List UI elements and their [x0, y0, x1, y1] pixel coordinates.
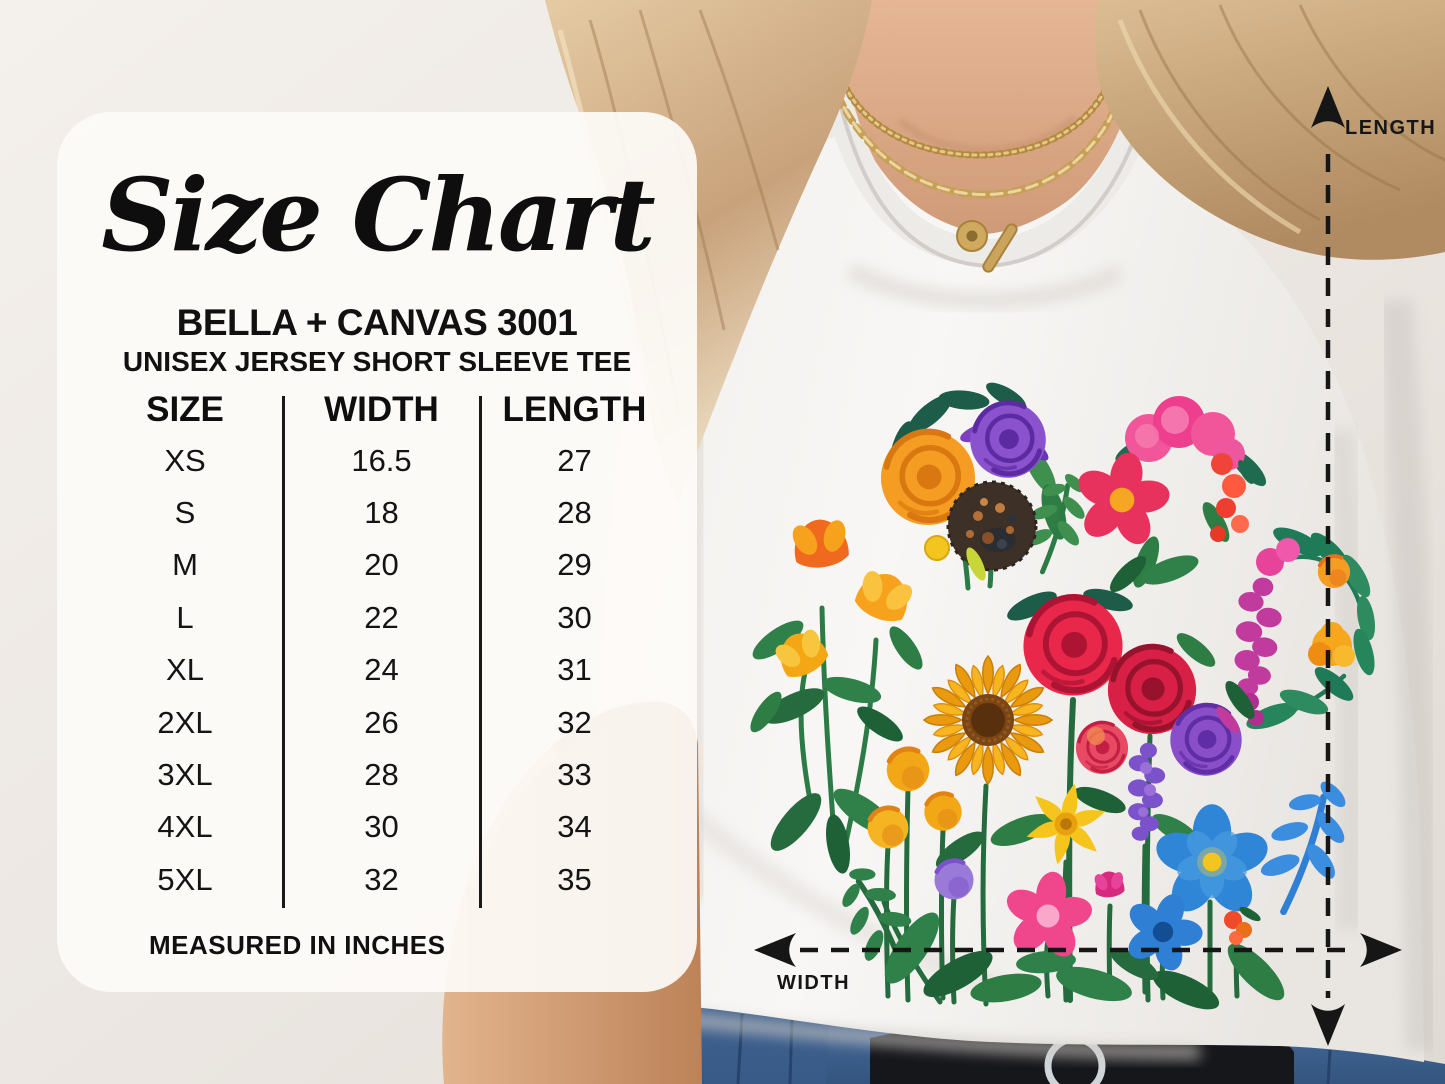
- size-cell: 2XL: [157, 704, 213, 740]
- product-name: UNISEX JERSEY SHORT SLEEVE TEE: [122, 346, 632, 377]
- width-cell: 30: [364, 809, 399, 845]
- toggle-clasp-pendant: [982, 223, 1018, 273]
- width-cell: 18: [364, 494, 399, 530]
- size-cell: 5XL: [157, 861, 213, 897]
- size-cell: XL: [166, 652, 204, 688]
- arrow-right-icon: [1360, 933, 1402, 967]
- column-divider: [282, 396, 285, 908]
- size-cell: 4XL: [157, 809, 213, 845]
- size-chart-card: Size Chart BELLA + CANVAS 3001 UNISEX JE…: [57, 112, 697, 992]
- measurement-unit-note: MEASURED IN INCHES: [149, 930, 446, 960]
- length-cell: 34: [557, 809, 592, 845]
- column-divider: [479, 396, 482, 908]
- arrow-down-icon: [1311, 1004, 1345, 1046]
- size-table: SIZE WIDTH LENGTH XS 16.5 27 S 18 28 M 2…: [57, 382, 697, 912]
- length-cell: 31: [557, 652, 592, 688]
- arrow-left-icon: [754, 933, 796, 967]
- paw-toe-left-orange-flowers: [745, 515, 929, 876]
- size-cell: S: [174, 494, 196, 530]
- paw-toe-topleft-rose-cluster: [881, 377, 1099, 591]
- length-cell: 28: [557, 494, 592, 530]
- column-header-width: WIDTH: [324, 390, 439, 429]
- pink-sweet-pea-arc: [1125, 396, 1245, 470]
- width-cell: 20: [364, 547, 399, 583]
- length-cell: 33: [557, 756, 592, 792]
- floral-paw-print-design: [745, 377, 1379, 1018]
- width-cell: 22: [364, 599, 399, 635]
- width-cell: 24: [364, 652, 399, 688]
- orange-floret: [1224, 904, 1263, 945]
- column-header-size: SIZE: [146, 390, 224, 429]
- width-cell: 32: [364, 861, 399, 897]
- size-cell: L: [176, 599, 194, 635]
- coral-spray: [1210, 453, 1258, 542]
- width-cell: 28: [364, 756, 399, 792]
- arrow-up-icon: [1311, 86, 1345, 128]
- paw-main-pad-flowers: [821, 584, 1367, 1018]
- width-cell: 16.5: [351, 442, 412, 478]
- sunflower: [923, 655, 1053, 785]
- size-cell: 3XL: [157, 756, 213, 792]
- length-cell: 35: [557, 861, 592, 897]
- size-cell: XS: [164, 442, 206, 478]
- width-measurement-label: WIDTH: [777, 972, 851, 994]
- length-cell: 30: [557, 599, 592, 635]
- column-header-length: LENGTH: [502, 390, 647, 429]
- length-cell: 29: [557, 547, 592, 583]
- gold-necklaces: [834, 80, 1126, 273]
- size-chart-title: Size Chart: [101, 156, 655, 274]
- length-measurement-label: LENGTH: [1345, 117, 1437, 139]
- brand-name: BELLA + CANVAS 3001: [176, 302, 578, 343]
- paw-toe-topright-pink-flowers: [1063, 396, 1272, 598]
- width-cell: 26: [364, 704, 399, 740]
- size-cell: M: [172, 547, 198, 583]
- length-cell: 27: [557, 442, 592, 478]
- length-cell: 32: [557, 704, 592, 740]
